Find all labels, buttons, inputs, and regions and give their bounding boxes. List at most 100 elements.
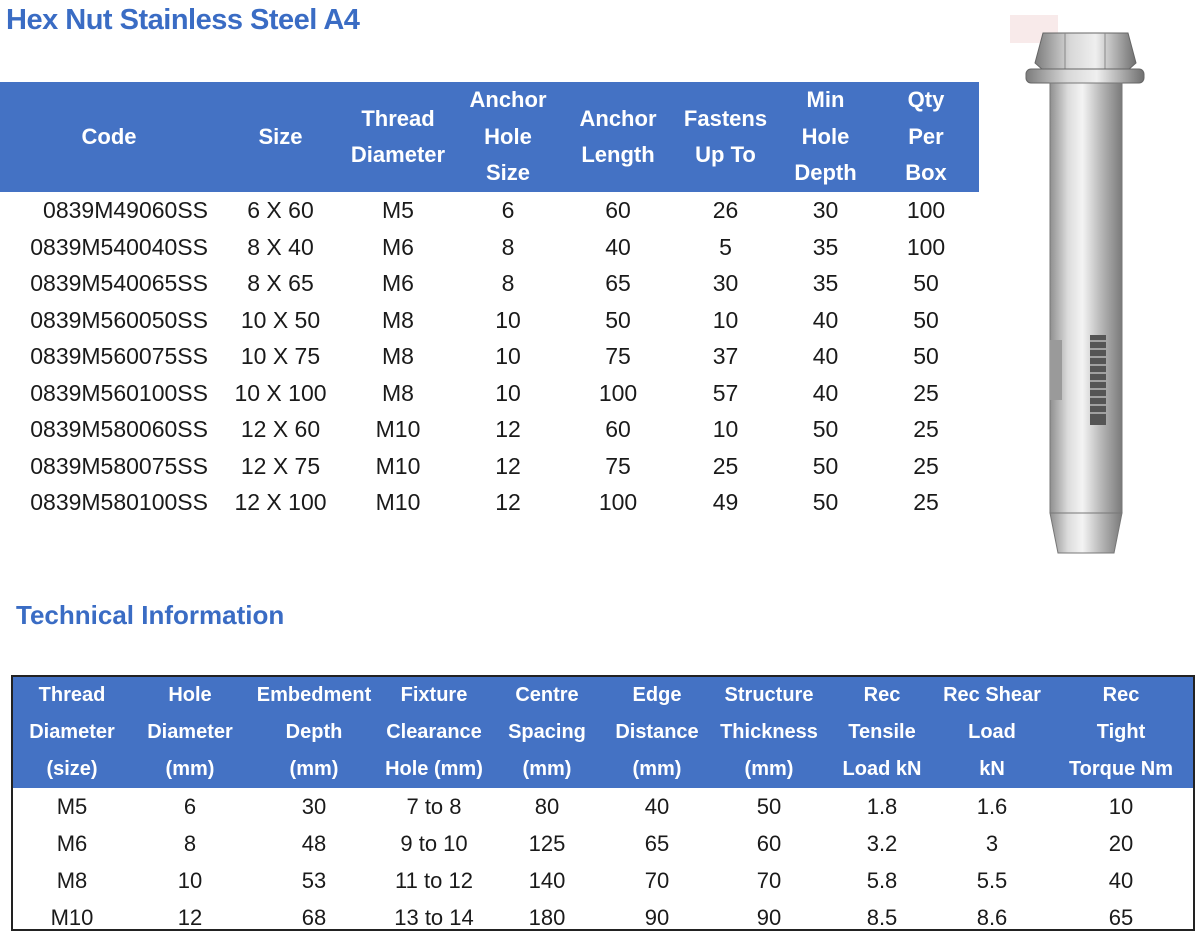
technical-header-line: Structure [724,684,814,706]
products-header-5: Fastens Up To [673,82,778,192]
products-cell: M6 [382,270,414,296]
products-cell: 0839M580075SS [30,452,208,479]
technical-header-5: Edge Distance (mm) [605,677,709,788]
technical-header-line: Thread [38,684,106,706]
products-cell: 50 [812,416,839,442]
technical-cell: 12 [177,905,203,930]
technical-cell: 40 [1108,868,1134,893]
technical-cell: 53 [301,868,327,893]
technical-header-line: Diameter [29,721,115,743]
products-cell: 30 [812,197,839,223]
products-cell: 0839M49060SS [43,197,208,223]
technical-cell: 5.8 [866,868,898,893]
technical-header-0: Thread Diameter (size) [13,677,131,788]
technical-header-line: Distance [615,721,699,743]
technical-row: M5 6 30 7 to 8 80 40 50 1.8 1.6 10 [13,788,1193,825]
technical-cell: 68 [301,905,327,930]
technical-cell: 60 [756,831,782,856]
products-cell: 0839M540065SS [30,270,208,296]
products-cell: M10 [375,489,421,515]
technical-cell: M8 [56,868,88,893]
products-header-line: Length [581,142,655,167]
technical-header-2: Embedment Depth (mm) [249,677,379,788]
technical-header-line: Clearance [386,721,482,743]
products-cell: 10 X 100 [234,379,327,406]
technical-header-9: Rec Tight Torque Nm [1049,677,1193,788]
products-cell: 35 [812,233,839,260]
products-cell: 6 [501,197,515,223]
products-cell: M5 [382,197,414,223]
technical-table-frame [11,675,1195,931]
technical-header-line: Load kN [842,758,922,780]
products-cell: 25 [913,452,939,479]
products-cell: 75 [605,343,631,369]
products-row: 0839M540065SS 8 X 65 M6 8 65 30 35 50 [0,265,979,302]
technical-cell: 1.8 [866,794,898,819]
products-cell: 40 [812,379,839,406]
products-header-4: Anchor Length [563,82,673,192]
technical-header-line: Load [968,721,1016,743]
products-cell: M10 [375,452,421,479]
technical-cell: 8 [183,831,197,856]
products-cell: 40 [812,343,839,369]
technical-row: M6 8 48 9 to 10 125 65 60 3.2 3 20 [13,825,1193,862]
products-row: 0839M540040SS 8 X 40 M6 8 40 5 35 100 [0,229,979,266]
technical-header-line: Tensile [848,721,916,743]
technical-row: M8 10 53 11 to 12 140 70 70 5.8 5.5 40 [13,862,1193,899]
technical-cell: 80 [534,794,560,819]
products-cell: 8 [501,233,515,260]
products-cell: 0839M540040SS [30,233,208,260]
sleeve-anchor-image [1010,15,1145,554]
products-cell: 25 [913,379,939,406]
products-cell: 10 [495,379,521,406]
technical-cell: 50 [756,794,782,819]
products-cell: 100 [598,379,638,406]
technical-header-line: (size) [46,758,98,780]
technical-cell: 8.6 [976,905,1008,930]
products-row: 0839M560050SS 10 X 50 M8 10 50 10 40 50 [0,302,979,339]
technical-header-line: (mm) [289,758,339,780]
products-cell: 50 [913,270,939,296]
products-row: 0839M560075SS 10 X 75 M8 10 75 37 40 50 [0,338,979,375]
products-header-line: Qty [907,87,945,113]
products-cell: 35 [812,270,839,296]
technical-cell: 10 [1108,794,1134,819]
products-row: 0839M580060SS 12 X 60 M10 12 60 10 50 25 [0,411,979,448]
technical-header-4: Centre Spacing (mm) [489,677,605,788]
products-header-line: Code [81,123,137,149]
products-cell: 50 [913,306,939,333]
products-header-6: Min Hole Depth [778,82,873,192]
products-cell: 60 [605,416,631,442]
technical-header-line: Tight [1096,721,1146,743]
products-header-line: Size [258,123,303,149]
technical-cell: 5.5 [976,868,1008,893]
technical-header-line: Depth [285,721,343,743]
products-cell: M6 [382,233,414,260]
products-cell: 50 [605,306,631,333]
technical-cell: 3 [985,831,999,856]
products-cell: 25 [913,416,939,442]
products-cell: 6 X 60 [247,197,314,223]
products-row: 0839M560100SS 10 X 100 M8 10 100 57 40 25 [0,375,979,412]
technical-cell: M6 [56,831,88,856]
products-header-1: Size [218,82,343,192]
technical-cell: 125 [528,831,566,856]
technical-cell: 140 [528,868,566,893]
products-header-line: Min [806,87,845,113]
products-header-line: Hole [801,123,850,149]
products-cell: M10 [375,416,421,442]
products-cell: 100 [906,197,946,223]
products-cell: 100 [906,233,946,260]
products-cell: 50 [812,452,839,479]
products-cell: 50 [812,489,839,515]
products-cell: 50 [913,343,939,369]
technical-cell: 11 to 12 [395,868,473,893]
products-cell: M8 [382,306,414,333]
technical-cell: 48 [301,831,327,856]
products-cell: 0839M580060SS [30,416,208,442]
products-cell: 57 [712,379,739,406]
technical-cell: 180 [528,905,566,930]
technical-title: Technical Information [16,600,285,630]
products-header-line: Anchor [579,105,657,131]
products-cell: 12 [495,489,521,515]
